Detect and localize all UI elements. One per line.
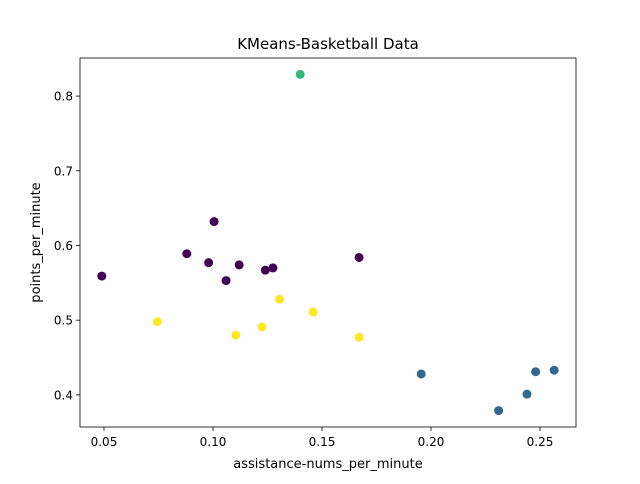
scatter-point bbox=[97, 271, 107, 281]
scatter-point bbox=[354, 252, 364, 262]
data-points bbox=[97, 69, 559, 416]
y-axis-ticks: 0.4 0.5 0.6 0.7 0.8 bbox=[54, 90, 80, 402]
scatter-point bbox=[204, 258, 214, 268]
scatter-point bbox=[209, 217, 219, 227]
y-tick-label: 0.7 bbox=[54, 164, 73, 178]
scatter-point bbox=[274, 294, 284, 304]
scatter-point bbox=[549, 365, 559, 375]
y-tick-label: 0.4 bbox=[54, 388, 73, 402]
x-tick-label: 0.20 bbox=[418, 435, 445, 449]
scatter-point bbox=[152, 317, 162, 327]
y-tick-label: 0.6 bbox=[54, 239, 73, 253]
x-axis-ticks: 0.05 0.10 0.15 0.20 0.25 bbox=[91, 427, 554, 449]
scatter-point bbox=[221, 276, 231, 286]
x-tick-label: 0.15 bbox=[309, 435, 336, 449]
scatter-point bbox=[416, 369, 426, 379]
scatter-point bbox=[234, 260, 244, 270]
scatter-point bbox=[231, 330, 241, 340]
chart-title: KMeans-Basketball Data bbox=[237, 35, 419, 53]
scatter-point bbox=[182, 249, 192, 259]
x-tick-label: 0.25 bbox=[527, 435, 554, 449]
scatter-point bbox=[494, 406, 504, 416]
y-tick-label: 0.8 bbox=[54, 90, 73, 104]
scatter-point bbox=[531, 367, 541, 377]
scatter-point bbox=[260, 265, 270, 275]
x-axis-label: assistance-nums_per_minute bbox=[233, 457, 422, 472]
scatter-point bbox=[308, 307, 318, 317]
x-tick-label: 0.05 bbox=[91, 435, 118, 449]
scatter-point bbox=[257, 322, 267, 332]
scatter-point bbox=[295, 69, 305, 79]
y-tick-label: 0.5 bbox=[54, 314, 73, 328]
scatter-point bbox=[354, 332, 364, 342]
scatter-point bbox=[268, 263, 278, 273]
y-axis-label: points_per_minute bbox=[29, 182, 44, 302]
x-tick-label: 0.10 bbox=[200, 435, 227, 449]
scatter-point bbox=[522, 389, 532, 399]
plot-frame bbox=[79, 57, 577, 428]
